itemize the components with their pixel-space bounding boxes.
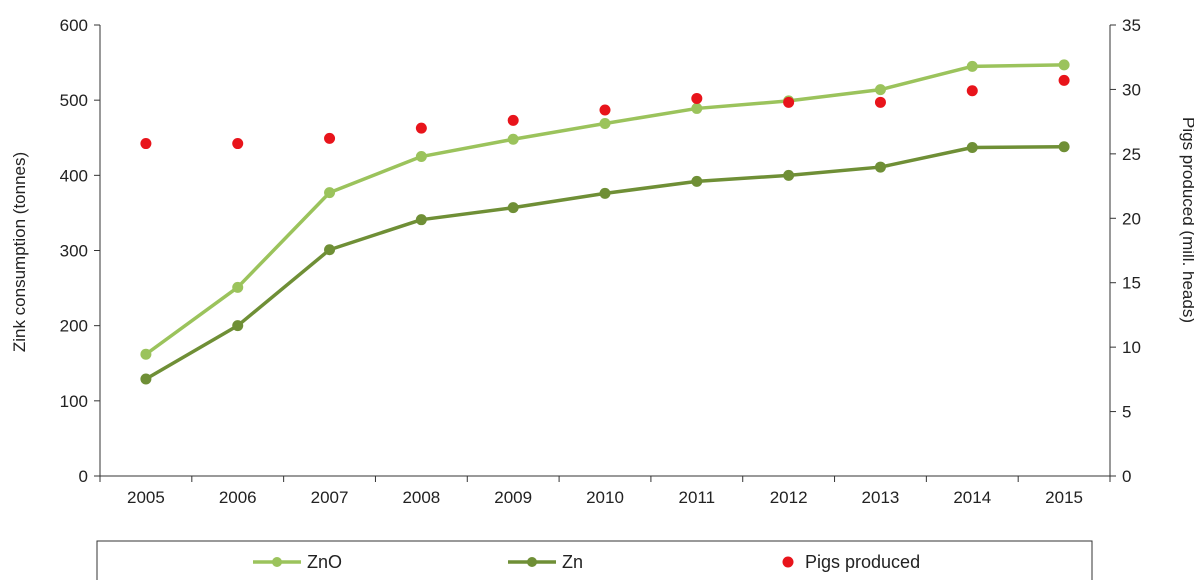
data-point-zno	[691, 102, 703, 114]
left-tick-label: 400	[60, 166, 88, 185]
data-point-pigs-produced	[691, 92, 703, 104]
data-point-pigs-produced	[874, 96, 886, 108]
x-tick-label: 2012	[770, 488, 808, 507]
right-tick-label: 15	[1122, 274, 1141, 293]
left-tick-label: 100	[60, 392, 88, 411]
series-layer	[140, 59, 1070, 385]
right-tick-label: 35	[1122, 16, 1141, 35]
data-point-pigs-produced	[232, 138, 244, 150]
data-point-zno	[415, 151, 427, 163]
data-point-zno	[599, 117, 611, 129]
legend: ZnO Zn Pigs produced	[96, 540, 1093, 580]
data-point-zno	[140, 348, 152, 360]
data-point-pigs-produced	[599, 104, 611, 116]
data-point-pigs-produced	[140, 138, 152, 150]
data-point-zn	[415, 214, 427, 226]
data-point-pigs-produced	[324, 132, 336, 144]
data-point-zn	[783, 169, 795, 181]
series-line-zn	[145, 145, 1065, 381]
right-tick-label: 25	[1122, 145, 1141, 164]
data-point-zn	[691, 175, 703, 187]
data-point-zno	[507, 133, 519, 145]
data-point-zn	[324, 244, 336, 256]
legend-marker-zn	[527, 557, 537, 567]
legend-marker-pigs	[782, 556, 794, 568]
axes	[99, 25, 1111, 477]
x-tick-label: 2009	[494, 488, 532, 507]
data-point-pigs-produced	[966, 85, 978, 97]
x-tick-label: 2008	[402, 488, 440, 507]
data-point-pigs-produced	[507, 114, 519, 126]
data-point-zno	[874, 84, 886, 96]
left-tick-label: 500	[60, 91, 88, 110]
data-point-zno	[324, 187, 336, 199]
data-point-zn	[507, 202, 519, 214]
right-tick-label: 0	[1122, 467, 1131, 486]
data-point-zn	[874, 161, 886, 173]
left-tick-label: 600	[60, 16, 88, 35]
data-point-zn	[140, 373, 152, 385]
left-tick-label: 0	[79, 467, 88, 486]
data-point-pigs-produced	[1058, 74, 1070, 86]
x-tick-label: 2011	[679, 488, 716, 507]
data-point-zn	[232, 320, 244, 332]
x-tick-label: 2007	[311, 488, 349, 507]
legend-marker-zno	[272, 557, 282, 567]
left-tick-label: 200	[60, 317, 88, 336]
data-point-zn	[966, 142, 978, 154]
data-point-zno	[1058, 59, 1070, 71]
left-axis-ticks: 0 100 200 300 400 500 600	[60, 16, 100, 486]
x-tick-label: 2015	[1045, 488, 1083, 507]
legend-box	[96, 540, 1093, 580]
x-tick-label: 2005	[127, 488, 165, 507]
data-point-zn	[599, 187, 611, 199]
right-tick-label: 30	[1122, 80, 1141, 99]
left-axis-label: Zink consumption (tonnes)	[10, 152, 29, 352]
data-point-pigs-produced	[783, 96, 795, 108]
x-axis-ticks: 2005 2006 2007 2008 2009 2010 2011 2012 2013 2014…	[99, 476, 1111, 507]
data-point-pigs-produced	[415, 122, 427, 134]
right-axis-label: Pigs produced (mill. heads)	[1179, 117, 1194, 323]
x-tick-label: 2013	[862, 488, 900, 507]
legend-label-zno: ZnO	[307, 552, 342, 572]
right-tick-label: 10	[1122, 338, 1141, 357]
x-tick-label: 2010	[586, 488, 624, 507]
x-tick-label: 2006	[219, 488, 257, 507]
right-tick-label: 20	[1122, 209, 1141, 228]
legend-label-zn: Zn	[562, 552, 583, 572]
right-axis-ticks: 0 5 10 15 20 25 30 35	[1110, 16, 1141, 486]
data-point-zno	[232, 281, 244, 293]
data-point-zno	[966, 60, 978, 72]
legend-label-pigs: Pigs produced	[805, 552, 920, 572]
data-point-zn	[1058, 141, 1070, 153]
x-tick-label: 2014	[953, 488, 991, 507]
left-tick-label: 300	[60, 242, 88, 261]
right-tick-label: 5	[1122, 403, 1131, 422]
